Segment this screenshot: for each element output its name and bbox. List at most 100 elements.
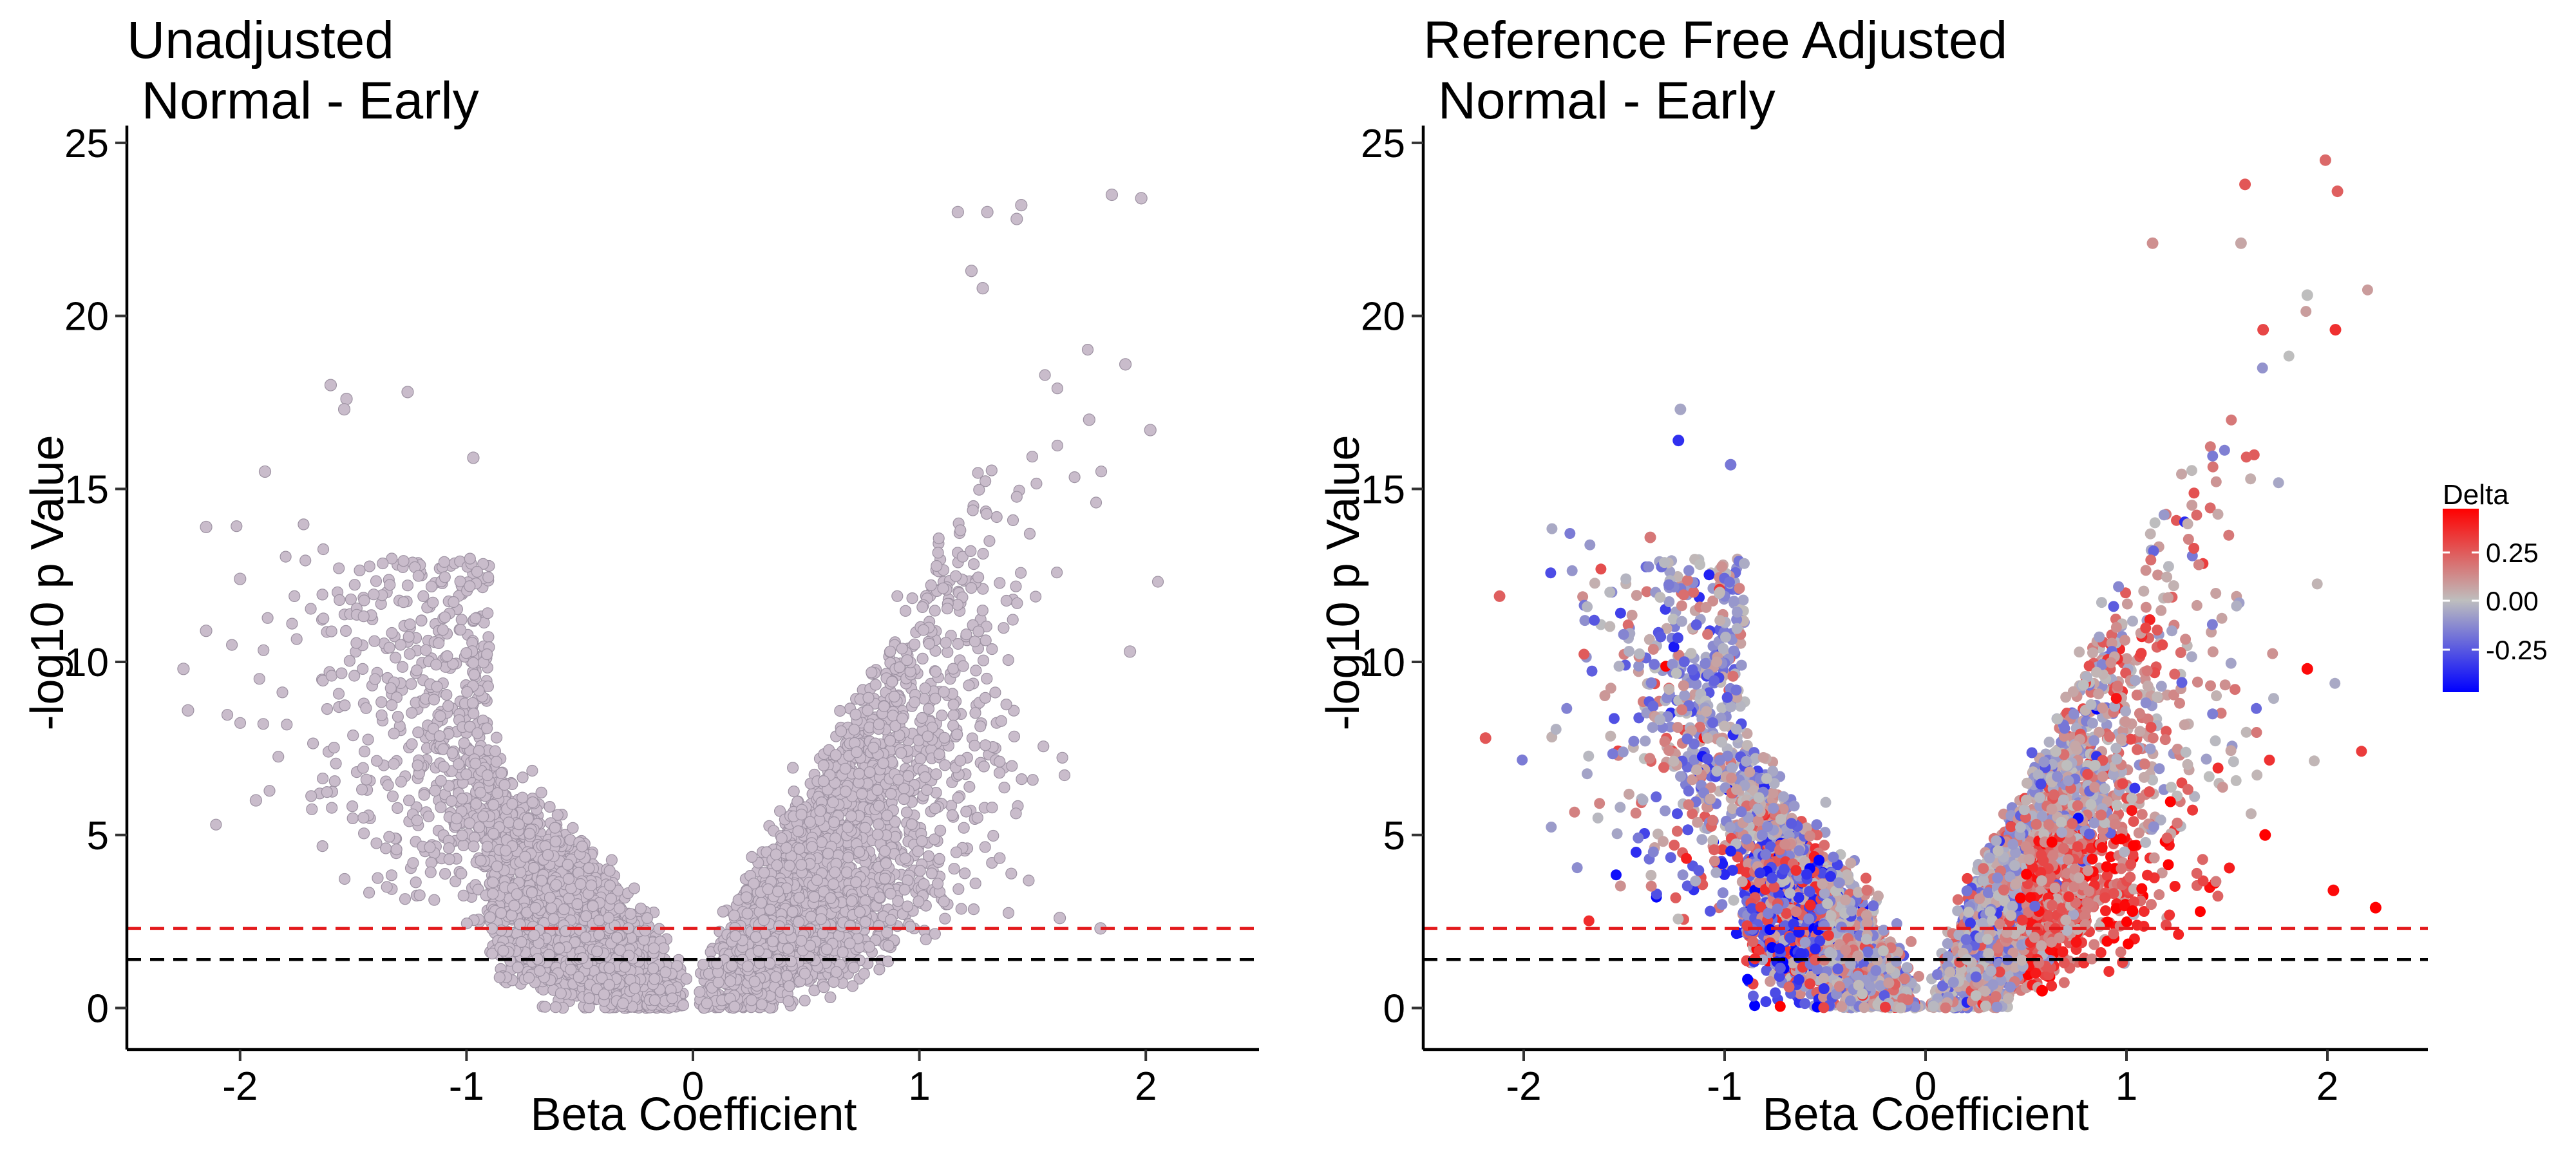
data-point [360, 773, 373, 786]
data-point [424, 866, 437, 878]
data-point [908, 696, 921, 708]
data-point [963, 679, 975, 692]
data-point [830, 966, 842, 978]
data-point [482, 607, 494, 619]
data-point [979, 841, 991, 853]
data-point [745, 994, 758, 1006]
data-point [468, 707, 480, 720]
data-point [405, 678, 417, 690]
data-point [985, 464, 998, 476]
data-point [677, 999, 690, 1012]
data-point [901, 900, 914, 912]
data-point [386, 552, 398, 565]
data-point [994, 852, 1006, 864]
data-point [307, 737, 319, 749]
data-point [952, 637, 964, 650]
data-point [469, 612, 482, 625]
data-point [321, 786, 333, 798]
data-point [998, 622, 1010, 634]
data-point [1095, 466, 1108, 478]
data-point [430, 659, 442, 671]
data-point [818, 981, 830, 994]
data-point [488, 827, 500, 840]
data-point [457, 839, 469, 852]
data-point [799, 994, 811, 1007]
data-point [446, 747, 459, 759]
data-point [967, 903, 980, 916]
data-point [899, 605, 912, 617]
data-point [411, 664, 423, 677]
data-point [605, 854, 618, 866]
data-point [859, 822, 871, 834]
data-point [305, 790, 317, 802]
data-point [390, 652, 402, 664]
data-point [326, 802, 338, 814]
data-point [1010, 807, 1022, 820]
data-point [440, 688, 453, 701]
data-point [960, 628, 972, 641]
data-point [990, 511, 1003, 523]
data-point [724, 975, 737, 987]
data-point [529, 901, 542, 914]
data-point [712, 976, 724, 988]
data-point [835, 725, 848, 737]
data-point [952, 791, 964, 804]
data-point [873, 963, 886, 975]
data-point [919, 771, 931, 784]
data-point [741, 907, 753, 920]
data-point [613, 902, 626, 914]
data-point [938, 895, 950, 908]
data-point [829, 749, 842, 761]
data-point [404, 618, 416, 630]
data-point [412, 570, 424, 582]
data-point [1051, 382, 1064, 395]
data-point [388, 758, 400, 770]
data-point [983, 535, 996, 547]
data-point [848, 961, 860, 974]
data-point [931, 878, 944, 890]
panel-subtitle: Normal - Early [127, 71, 479, 130]
data-point [782, 943, 794, 955]
data-point [680, 973, 693, 985]
data-point [397, 596, 410, 608]
data-point [466, 697, 479, 709]
data-point [346, 800, 359, 813]
data-point [929, 666, 942, 678]
data-point [916, 711, 928, 724]
data-point [583, 862, 595, 874]
data-point [390, 843, 402, 856]
data-point [279, 551, 292, 563]
data-point [420, 644, 432, 656]
data-point [898, 793, 910, 806]
data-point [937, 582, 949, 594]
data-point [960, 806, 972, 818]
data-point [995, 715, 1007, 727]
data-point [938, 686, 950, 698]
data-point [498, 778, 511, 791]
data-point [357, 827, 370, 840]
data-point [334, 594, 346, 607]
data-point [363, 887, 375, 899]
data-point [355, 784, 368, 796]
data-point [424, 841, 436, 853]
data-point [415, 614, 428, 627]
data-point [755, 998, 768, 1011]
data-point [1026, 451, 1039, 463]
data-point [986, 801, 998, 814]
data-point [853, 768, 866, 780]
data-point [410, 876, 422, 889]
data-point [473, 821, 486, 833]
data-point [950, 846, 963, 858]
data-point [253, 673, 265, 685]
data-point [549, 822, 561, 834]
data-point [433, 637, 445, 650]
data-point [437, 760, 450, 773]
data-point [972, 625, 985, 637]
data-point [328, 775, 341, 787]
data-point [908, 638, 921, 650]
data-point [900, 806, 913, 818]
data-point [987, 829, 999, 842]
data-point [834, 704, 846, 717]
data-point [1007, 514, 1019, 527]
data-point [1027, 774, 1039, 786]
